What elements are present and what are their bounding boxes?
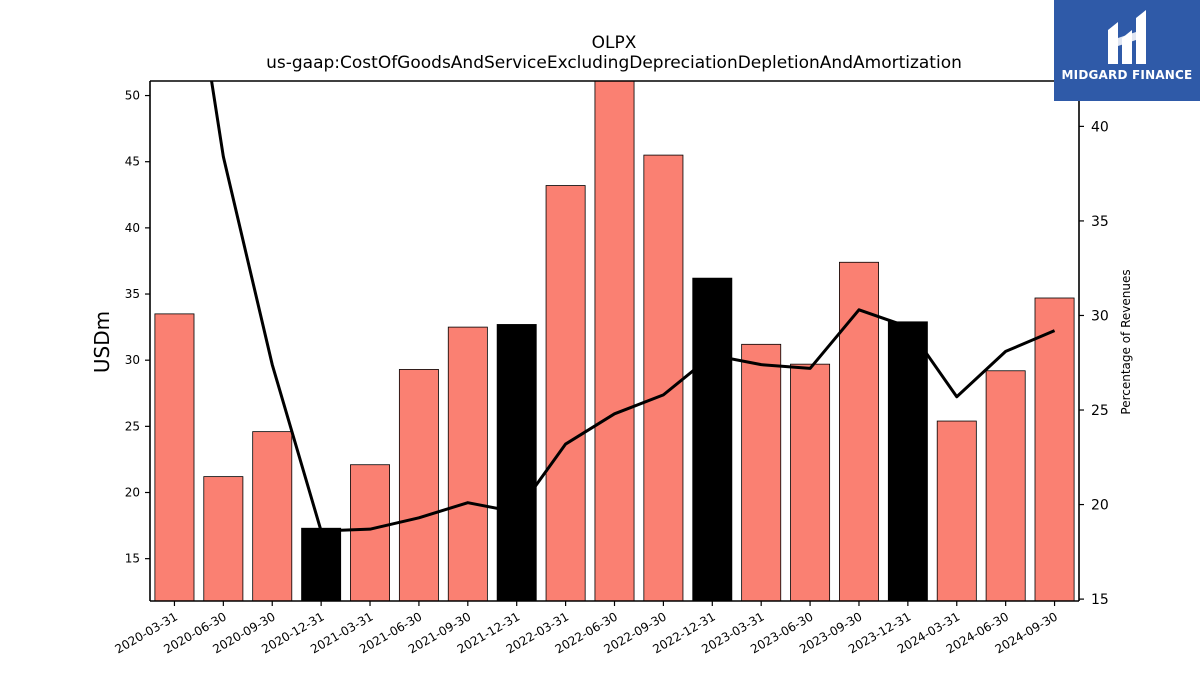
midgard-finance-logo: MIDGARD FINANCE [1054, 0, 1200, 101]
bar-group [154, 81, 1075, 601]
bar-2024-03-31 [936, 420, 977, 601]
bar-2022-09-30 [643, 154, 684, 601]
bar-2024-09-30 [1034, 297, 1075, 601]
bar-2023-12-31 [887, 321, 928, 601]
axes: 15202530354045501520253035402020-03-3120… [113, 80, 1109, 656]
ytick-label-left-30: 30 [125, 353, 140, 367]
line-group [210, 81, 1056, 533]
bar-2022-06-30 [594, 81, 635, 601]
ytick-label-right-15: 15 [1091, 592, 1109, 608]
ytick-label-left-25: 25 [125, 419, 140, 433]
bar-2023-03-31 [741, 343, 782, 601]
chart-subtitle: us-gaap:CostOfGoodsAndServiceExcludingDe… [266, 53, 962, 73]
y-axis-label-right: Percentage of Revenues [1119, 269, 1133, 414]
logo-text: MIDGARD FINANCE [1061, 68, 1193, 82]
midgard-logo-icon [1108, 10, 1146, 64]
bar-2024-06-30 [985, 370, 1026, 601]
bar-2021-06-30 [398, 369, 439, 601]
bar-2022-12-31 [692, 277, 733, 601]
ytick-label-left-20: 20 [125, 486, 140, 500]
ytick-label-left-45: 45 [125, 155, 140, 169]
ytick-label-right-25: 25 [1091, 403, 1109, 419]
ytick-label-right-30: 30 [1091, 308, 1109, 324]
bar-2023-09-30 [839, 261, 879, 601]
percentage-line [210, 81, 1056, 533]
bar-2020-06-30 [203, 476, 244, 601]
chart-title: OLPX [592, 33, 637, 53]
ytick-label-right-40: 40 [1091, 119, 1109, 135]
bar-2021-03-31 [350, 464, 390, 601]
bar-2022-03-31 [545, 185, 586, 601]
ytick-label-left-50: 50 [125, 89, 140, 103]
y-axis-label-left: USDm [90, 311, 114, 373]
bar-2020-12-31 [301, 527, 342, 601]
bar-2021-12-31 [496, 324, 537, 601]
ytick-label-right-35: 35 [1091, 214, 1109, 230]
bar-2020-09-30 [252, 431, 293, 601]
ytick-label-left-40: 40 [125, 221, 140, 235]
bar-2021-09-30 [447, 326, 488, 601]
bar-2020-03-31 [154, 313, 195, 601]
bar-2023-06-30 [790, 363, 831, 601]
ytick-label-left-35: 35 [125, 287, 140, 301]
ytick-label-right-20: 20 [1091, 498, 1109, 514]
ytick-label-left-15: 15 [125, 552, 140, 566]
